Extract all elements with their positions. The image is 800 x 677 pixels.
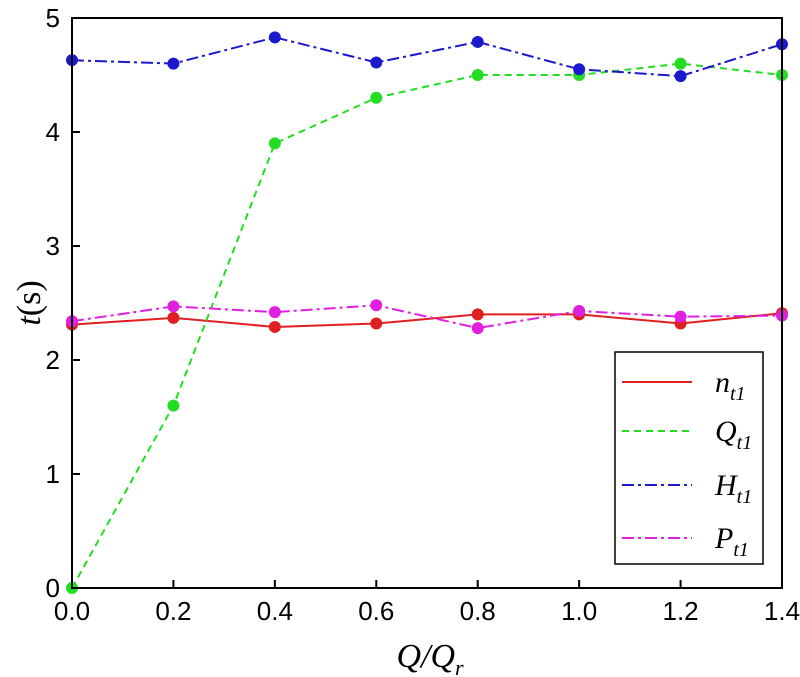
- legend-box: [614, 351, 764, 565]
- plot-frame: [71, 17, 783, 589]
- data-point-p-t1: [268, 306, 281, 319]
- legend-label: Ht1: [714, 469, 752, 508]
- data-point-q-t1: [268, 137, 281, 150]
- x-tick-label: 0.2: [155, 596, 191, 626]
- y-tick-label: 2: [46, 345, 60, 375]
- legend: nt1 Qt1 Ht1 Pt1: [614, 351, 764, 565]
- x-tick-label: 0.0: [54, 596, 90, 626]
- series-line-h-t1: [71, 36, 783, 78]
- x-tick-label: 0.8: [460, 596, 496, 626]
- series-line-p-t1: [71, 304, 783, 330]
- data-point-n-t1: [268, 320, 281, 333]
- legend-label: Pt1: [714, 522, 749, 561]
- y-tick-label: 3: [46, 231, 60, 261]
- data-point-p-t1: [471, 322, 484, 335]
- data-point-h-t1: [268, 31, 281, 44]
- x-tick-label: 1.4: [764, 596, 800, 626]
- data-point-n-t1: [167, 311, 180, 324]
- x-tick-label: 1.2: [662, 596, 698, 626]
- y-tick-label: 5: [46, 3, 60, 33]
- data-point-p-t1: [370, 299, 383, 312]
- data-point-p-t1: [573, 304, 586, 317]
- data-point-p-t1: [167, 300, 180, 313]
- data-point-h-t1: [167, 57, 180, 70]
- y-tick-label: 4: [46, 117, 60, 147]
- y-axis-title: t(s): [11, 280, 48, 325]
- series-line-n-t1: [71, 312, 783, 328]
- data-point-h-t1: [573, 63, 586, 76]
- data-point-h-t1: [471, 35, 484, 48]
- data-point-p-t1: [674, 310, 687, 323]
- x-tick-label: 0.6: [358, 596, 394, 626]
- data-point-n-t1: [471, 308, 484, 321]
- data-point-n-t1: [370, 317, 383, 330]
- legend-label: nt1: [715, 366, 746, 405]
- y-tick-label: 1: [46, 459, 60, 489]
- x-tick-label: 0.4: [257, 596, 293, 626]
- legend-label: Qt1: [715, 415, 752, 454]
- data-point-q-t1: [370, 91, 383, 104]
- x-axis-title: Q/Qr: [396, 638, 464, 677]
- data-point-h-t1: [370, 56, 383, 69]
- x-tick-label: 1.0: [561, 596, 597, 626]
- data-point-q-t1: [674, 57, 687, 70]
- data-point-q-t1: [471, 69, 484, 81]
- y-tick-label: 0: [46, 573, 60, 603]
- data-point-q-t1: [167, 399, 180, 412]
- data-point-h-t1: [674, 70, 687, 83]
- series-line-q-t1: [71, 62, 783, 589]
